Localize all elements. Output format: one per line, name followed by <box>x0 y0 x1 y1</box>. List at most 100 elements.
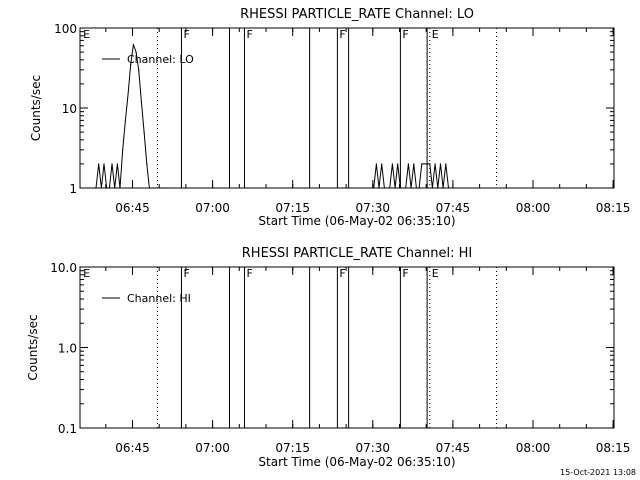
x-tick-label: 08:15 <box>596 441 631 455</box>
event-marker-label: E <box>432 267 439 280</box>
x-tick-label: 07:00 <box>195 441 230 455</box>
data-point <box>164 187 167 189</box>
data-point <box>154 187 156 189</box>
footer-timestamp: 15-Oct-2021 13:08 <box>560 468 636 477</box>
panel-title: RHESSI PARTICLE_RATE Channel: HI <box>242 246 472 261</box>
data-point <box>106 187 108 189</box>
data-point <box>418 187 420 189</box>
x-tick-label: 08:15 <box>596 201 631 215</box>
data-point <box>159 187 161 189</box>
x-tick-label: 07:30 <box>355 441 390 455</box>
data-point <box>143 131 145 133</box>
y-tick-label: 10 <box>62 102 77 116</box>
data-point <box>407 163 410 165</box>
x-tick-label: 08:00 <box>516 201 551 215</box>
data-point <box>447 187 450 189</box>
y-tick-label: 1.0 <box>58 342 77 356</box>
data-point <box>100 187 102 189</box>
data-point <box>386 187 388 189</box>
event-marker-label: F <box>402 267 408 280</box>
event-marker-label: E <box>432 28 439 41</box>
event-marker-label: F <box>246 267 252 280</box>
data-point <box>135 51 137 53</box>
data-point <box>389 187 391 189</box>
data-point <box>429 163 431 165</box>
y-axis-label: Counts/sec <box>26 314 40 380</box>
data-point <box>378 187 380 189</box>
data-point <box>421 163 423 165</box>
data-point <box>132 44 134 46</box>
data-point <box>114 187 116 189</box>
data-point <box>156 187 159 189</box>
data-point <box>413 163 415 165</box>
data-point <box>402 187 404 189</box>
x-tick-label: 07:45 <box>436 201 471 215</box>
data-point <box>148 187 151 189</box>
data-point <box>124 119 126 121</box>
data-point <box>119 187 121 189</box>
x-tick-label: 06:45 <box>115 201 150 215</box>
data-point <box>127 93 129 95</box>
data-point <box>108 187 110 189</box>
event-marker-label: F <box>246 28 252 41</box>
data-point <box>375 163 377 165</box>
x-tick-label: 07:45 <box>436 441 471 455</box>
event-marker-label: F <box>339 267 345 280</box>
data-point <box>122 149 124 151</box>
data-point <box>138 69 140 71</box>
data-point <box>373 187 375 189</box>
y-tick-label: 100 <box>54 22 77 36</box>
data-point <box>445 163 447 165</box>
legend-label: Channel: LO <box>127 53 194 66</box>
x-axis-label: Start Time (06-May-02 06:35:10) <box>258 455 455 469</box>
data-point <box>434 163 436 165</box>
data-point <box>394 187 396 189</box>
data-point <box>103 163 105 165</box>
data-point <box>410 187 412 189</box>
data-point <box>95 187 97 189</box>
y-tick-label: 0.1 <box>58 422 77 436</box>
plot-frame <box>79 27 615 189</box>
data-point <box>383 187 385 189</box>
data-point <box>426 163 428 165</box>
x-axis-label: Start Time (06-May-02 06:35:10) <box>258 214 455 228</box>
data-point <box>415 187 418 189</box>
data-point <box>399 187 401 189</box>
event-marker-label: E <box>83 28 90 41</box>
panel-title: RHESSI PARTICLE_RATE Channel: LO <box>240 7 474 22</box>
x-tick-label: 07:15 <box>275 201 310 215</box>
series-line <box>95 44 449 189</box>
event-marker-label: E <box>83 267 90 280</box>
data-point <box>423 163 426 165</box>
y-axis-label: Counts/sec <box>29 75 43 141</box>
panel-2: RHESSI PARTICLE_RATE Channel: HI Counts/s… <box>26 246 630 469</box>
event-marker-label: F <box>183 28 189 41</box>
data-point <box>151 187 153 189</box>
data-point <box>116 163 118 165</box>
x-tick-label: 07:00 <box>195 201 230 215</box>
event-marker-label: F <box>339 28 345 41</box>
legend-label: Channel: HI <box>127 292 191 305</box>
data-point <box>439 163 442 165</box>
data-point <box>98 163 100 165</box>
event-marker-label: F <box>402 28 408 41</box>
data-point <box>442 187 444 189</box>
data-point <box>397 163 399 165</box>
x-tick-label: 07:15 <box>275 441 310 455</box>
x-tick-label: 08:00 <box>516 441 551 455</box>
y-tick-label: 10.0 <box>50 261 77 275</box>
data-point <box>405 187 407 189</box>
data-point <box>111 163 113 165</box>
data-point <box>162 187 164 189</box>
data-point <box>391 163 393 165</box>
data-point <box>130 63 132 66</box>
data-point <box>146 163 148 165</box>
event-marker-label: F <box>183 267 189 280</box>
y-tick-label: 1 <box>69 182 77 196</box>
data-point <box>437 187 439 189</box>
panel-1: RHESSI PARTICLE_RATE Channel: LO Counts/s… <box>29 7 630 228</box>
x-tick-label: 06:45 <box>115 441 150 455</box>
data-point <box>167 187 169 189</box>
data-point <box>431 187 434 189</box>
